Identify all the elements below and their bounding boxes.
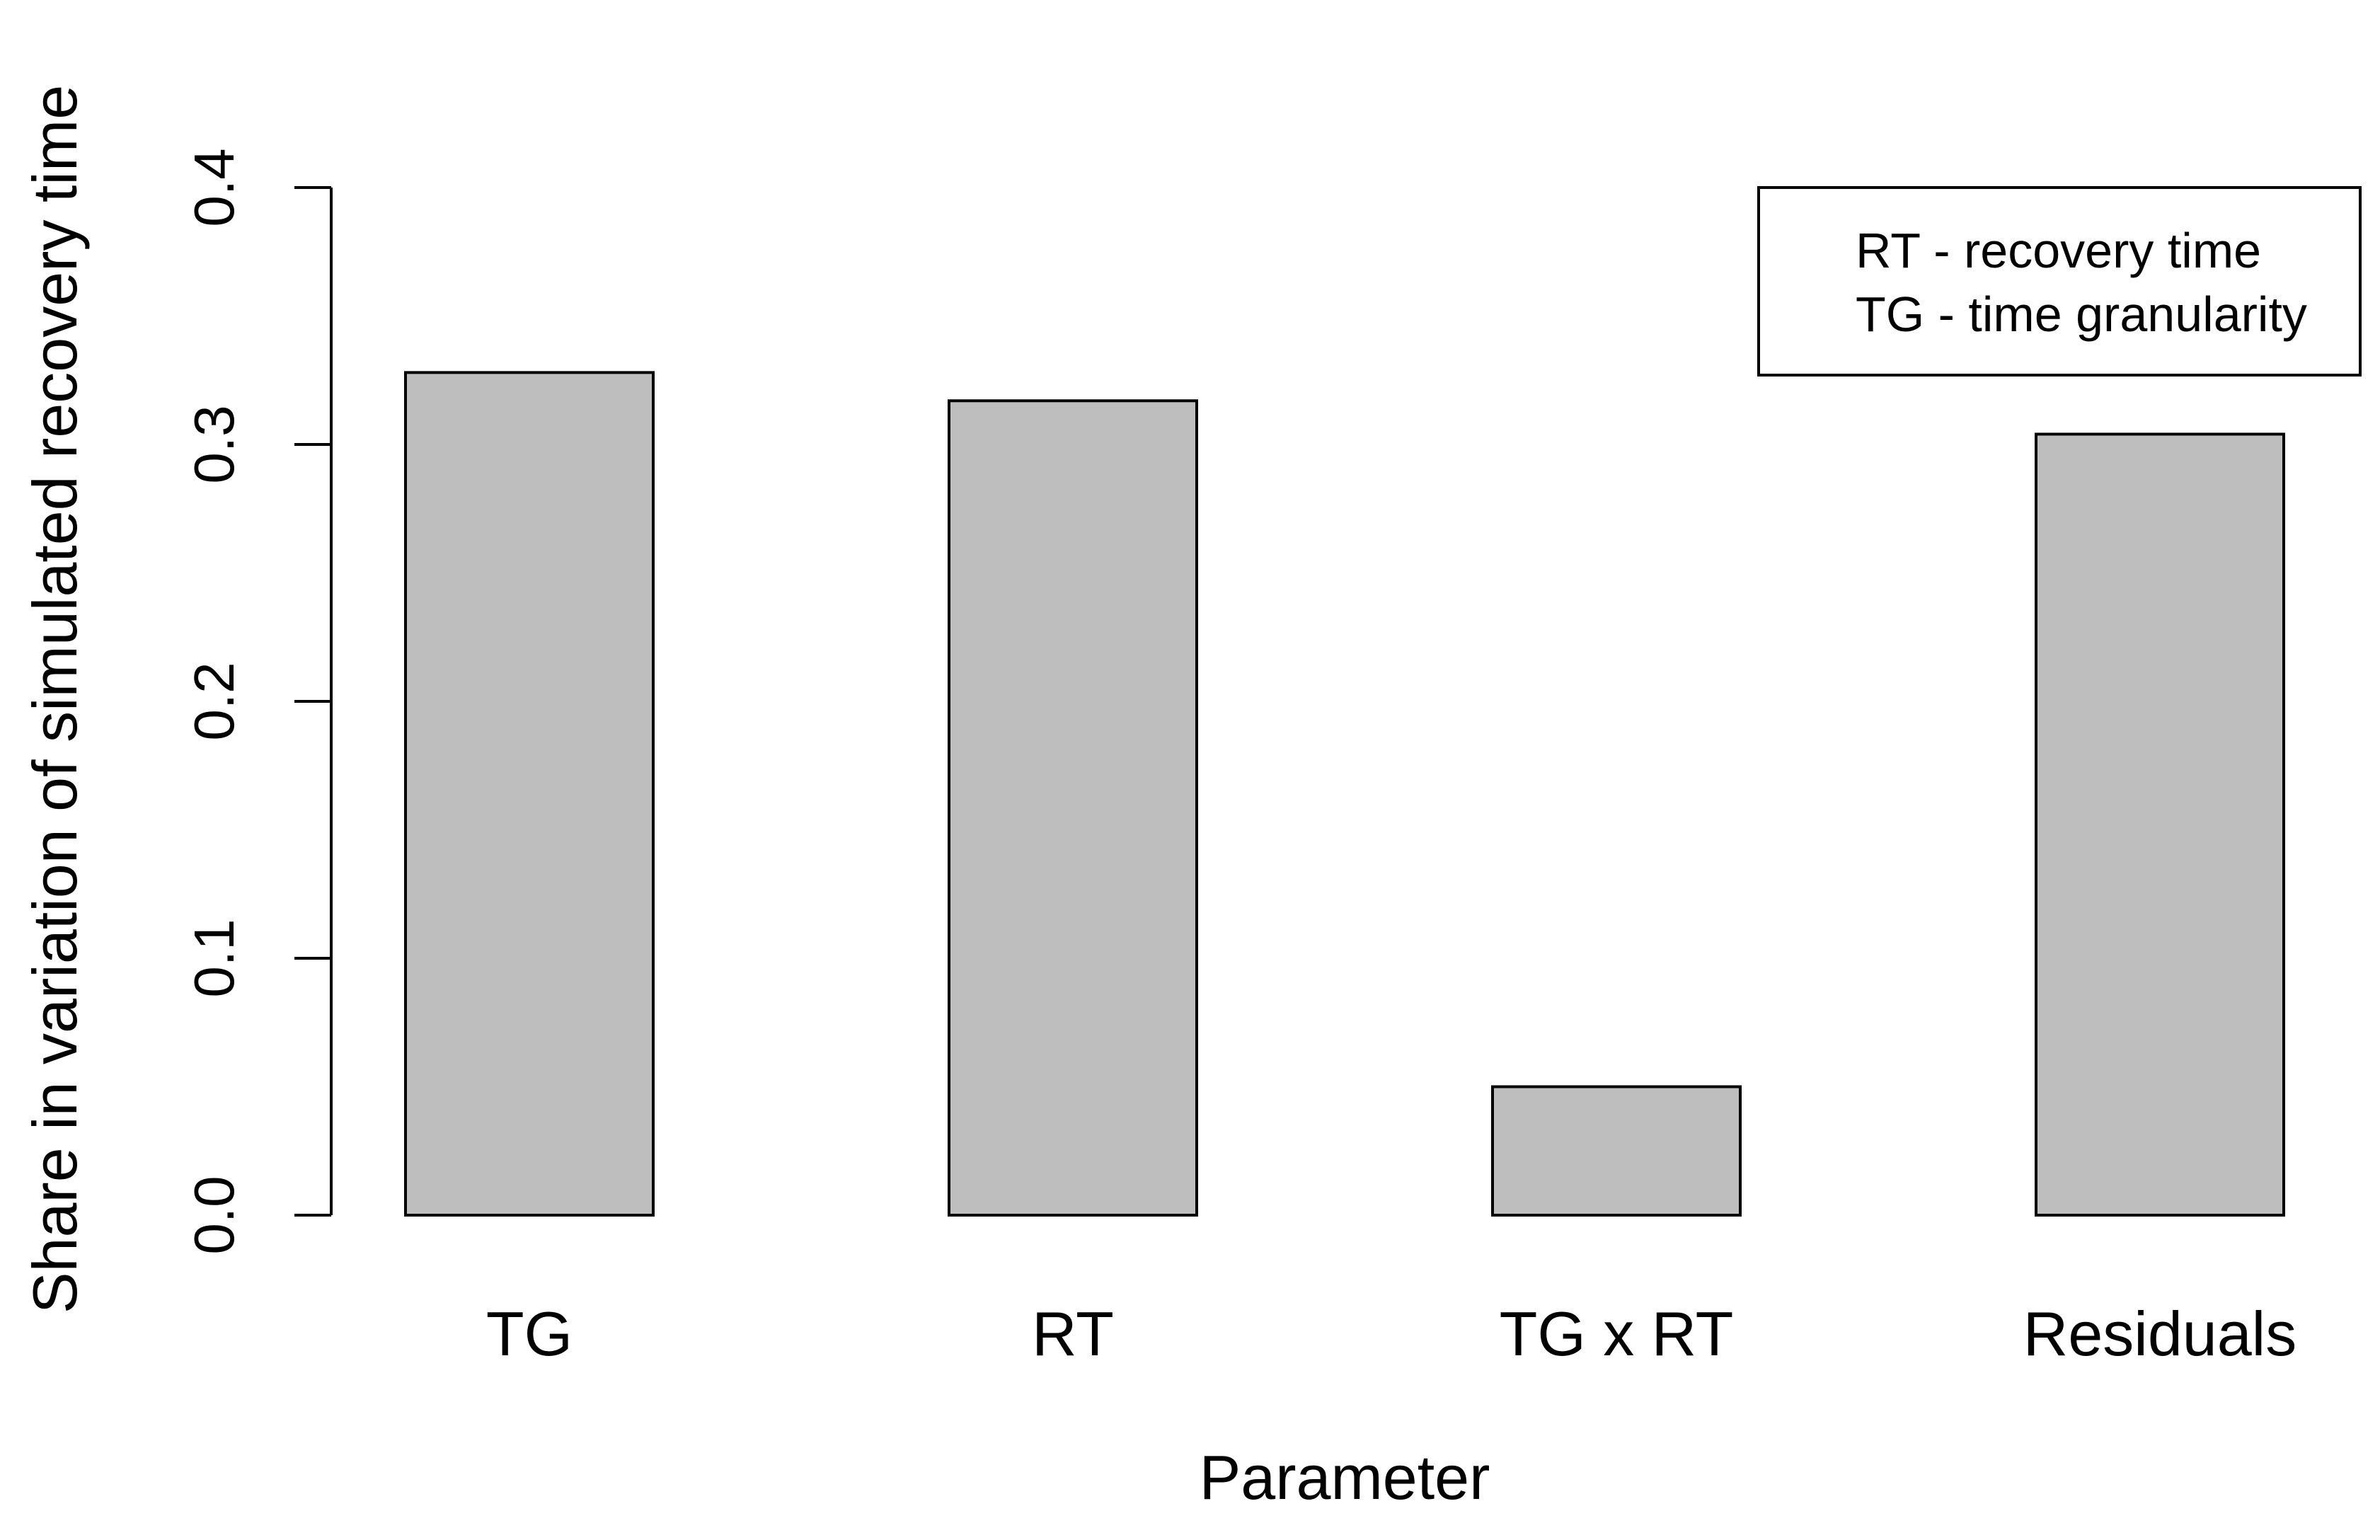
category-labels: TG RT TG x RT Residuals bbox=[486, 1299, 2296, 1369]
y-tick-label: 0.4 bbox=[183, 148, 246, 226]
bar bbox=[948, 399, 1198, 1217]
bars bbox=[404, 371, 2285, 1217]
y-tick-label: 0.2 bbox=[183, 662, 246, 740]
legend-entry-tg: TG - time granularity bbox=[1856, 287, 2307, 342]
bar bbox=[2035, 432, 2285, 1217]
legend-entry-rt: RT - recovery time bbox=[1856, 223, 2261, 278]
bar bbox=[404, 371, 655, 1217]
bar bbox=[1491, 1085, 1742, 1217]
x-axis-label: Parameter bbox=[1200, 1442, 1490, 1512]
category-label: RT bbox=[1032, 1299, 1114, 1369]
y-tick-label: 0.3 bbox=[183, 405, 246, 483]
category-label: Residuals bbox=[2023, 1299, 2296, 1369]
y-tick-label: 0.0 bbox=[183, 1176, 246, 1254]
y-tick-label: 0.1 bbox=[183, 919, 246, 997]
category-label: TG x RT bbox=[1500, 1299, 1734, 1369]
category-label: TG bbox=[486, 1299, 573, 1369]
y-axis-label: Share in variation of simulated recovery… bbox=[20, 85, 90, 1314]
legend: RT - recovery time TG - time granularity bbox=[1757, 186, 2362, 377]
legend-box bbox=[1757, 186, 2362, 377]
y-axis: 0.0 0.1 0.2 0.3 0.4 bbox=[183, 148, 333, 1255]
